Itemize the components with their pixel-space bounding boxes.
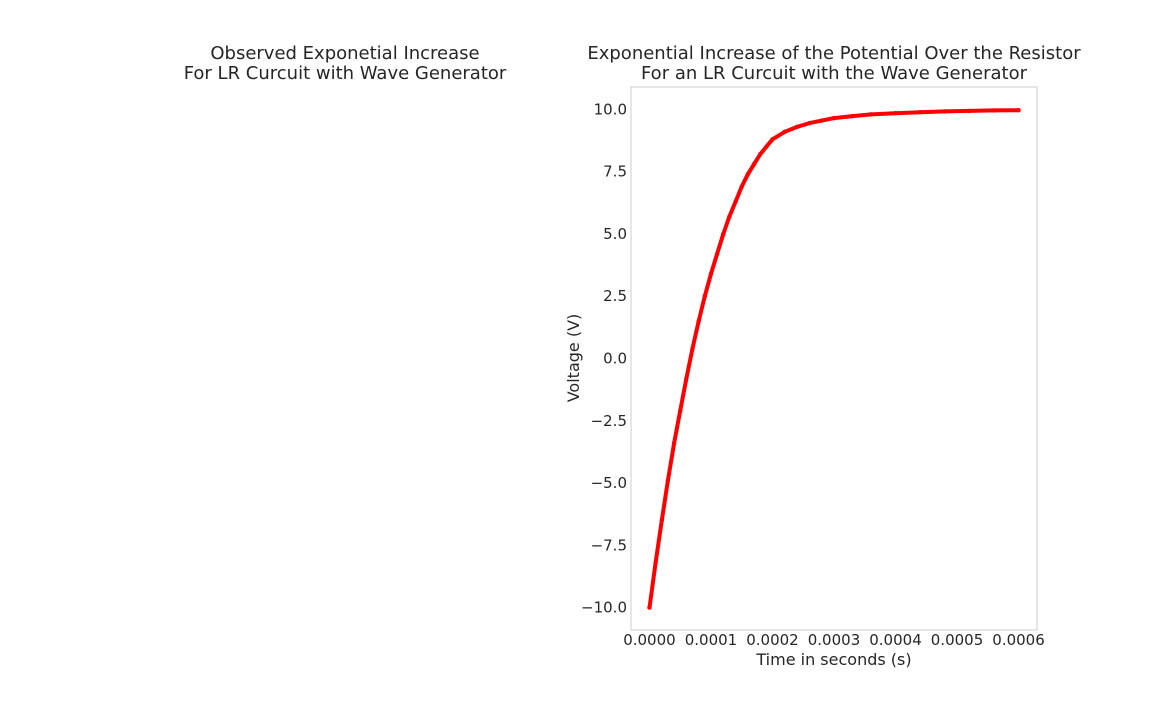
- data-point: [794, 124, 800, 130]
- x-tick-label: 0.0003: [808, 631, 861, 649]
- data-point: [647, 605, 652, 610]
- data-point: [671, 440, 677, 446]
- y-tick-label: −10.0: [581, 599, 627, 617]
- data-point: [782, 129, 787, 135]
- y-tick-label: 7.5: [603, 163, 627, 181]
- right-chart-title: Exponential Increase of the Potential Ov…: [584, 44, 1084, 84]
- x-axis-label: Time in seconds (s): [755, 650, 911, 669]
- data-point: [721, 231, 726, 237]
- data-point: [659, 518, 664, 523]
- data-point: [942, 109, 947, 114]
- data-point: [684, 376, 689, 381]
- data-point: [739, 184, 744, 189]
- y-tick-label: −5.0: [591, 474, 627, 492]
- data-point: [733, 199, 738, 204]
- data-point: [967, 108, 972, 114]
- data-point: [770, 137, 775, 142]
- voltage-series: [647, 107, 1021, 610]
- data-point: [868, 112, 874, 117]
- y-tick-label: 5.0: [603, 225, 627, 243]
- x-tick-label: 0.0002: [746, 631, 799, 649]
- data-point: [727, 214, 732, 219]
- x-tick-label: 0.0006: [992, 631, 1045, 649]
- left-title-line-1: Observed Exponetial Increase: [210, 43, 480, 64]
- data-point: [751, 162, 757, 167]
- data-point: [678, 408, 683, 414]
- y-tick-label: −2.5: [591, 412, 627, 430]
- data-point: [764, 144, 769, 149]
- x-tick-label: 0.0005: [931, 631, 984, 649]
- y-axis-label: Voltage (V): [564, 314, 583, 403]
- data-point: [665, 478, 671, 483]
- data-point: [831, 115, 837, 121]
- data-point: [807, 120, 812, 126]
- data-point: [708, 271, 714, 277]
- left-title-line-2: For LR Curcuit with Wave Generator: [183, 63, 507, 84]
- data-point: [850, 113, 855, 119]
- data-point: [819, 118, 824, 123]
- data-point: [893, 110, 898, 116]
- data-point: [653, 560, 658, 565]
- right-title-line-2: For an LR Curcuit with the Wave Generato…: [640, 63, 1028, 84]
- y-tick-label: 10.0: [594, 100, 627, 118]
- x-tick-labels: 0.0000 0.0001 0.0002 0.0003 0.0004 0.0005 0.00…: [623, 631, 1045, 649]
- y-tick-labels: −10.0 −7.5 −5.0 −2.5 0.0 2.5 5.0 7.5 10.0: [581, 100, 627, 616]
- data-point: [702, 294, 708, 299]
- data-point: [690, 346, 695, 351]
- y-tick-label: 0.0: [603, 350, 627, 368]
- y-tick-label: 2.5: [603, 287, 627, 305]
- voltage-curve: [647, 108, 1021, 610]
- data-point: [757, 152, 763, 157]
- x-tick-label: 0.0001: [685, 631, 738, 649]
- data-point: [1016, 107, 1021, 113]
- data-point: [917, 109, 923, 115]
- right-title-line-1: Exponential Increase of the Potential Ov…: [587, 43, 1081, 64]
- plot-frame: [630, 86, 1038, 631]
- data-point: [745, 171, 751, 177]
- data-point: [991, 108, 997, 113]
- x-tick-label: 0.0000: [623, 631, 676, 649]
- data-point: [714, 251, 720, 257]
- left-chart-title: Observed Exponetial Increase For LR Curc…: [160, 44, 530, 84]
- data-point: [696, 318, 701, 324]
- x-tick-label: 0.0004: [869, 631, 922, 649]
- y-tick-label: −7.5: [591, 536, 627, 554]
